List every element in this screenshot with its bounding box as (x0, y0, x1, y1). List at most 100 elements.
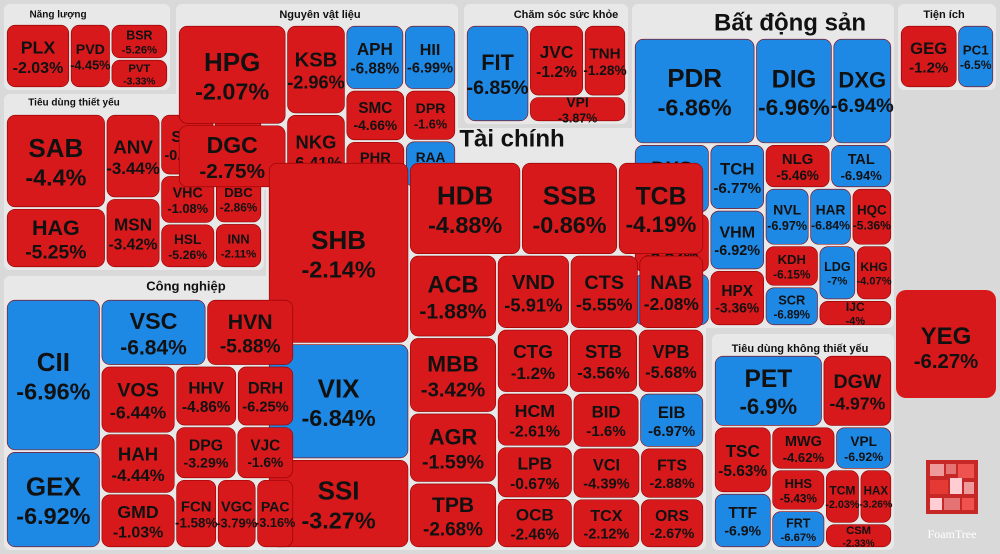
stock-cell-shape[interactable] (765, 246, 818, 286)
stock-cell-pac[interactable]: PAC-3.16% (255, 479, 295, 548)
stock-cell-dpr[interactable]: DPR-1.6% (405, 90, 456, 140)
stock-cell-tsc[interactable]: TSC -5.63% (714, 427, 771, 493)
stock-cell-shape[interactable] (641, 499, 704, 548)
stock-cell-shape[interactable] (268, 162, 409, 343)
stock-cell-shape[interactable] (410, 338, 497, 412)
stock-cell-ksb[interactable]: KSB-2.96% (287, 25, 345, 114)
stock-cell-vix[interactable]: VIX-6.84% (268, 344, 409, 459)
stock-cell-shape[interactable] (497, 255, 569, 328)
stock-cell-eib[interactable]: EIB -6.97% (640, 393, 704, 447)
stock-cell-shape[interactable] (618, 162, 704, 255)
stock-cell-mwg[interactable]: MWG-4.62% (772, 427, 835, 469)
stock-cell-hvn[interactable]: HVN -5.88% (207, 299, 294, 365)
stock-cell-aph[interactable]: APH -6.88% (346, 25, 404, 89)
stock-cell-plx[interactable]: PLX -2.03% (6, 24, 70, 88)
stock-cell-tcm[interactable]: TCM-2.03% (825, 470, 860, 523)
stock-cell-vhm[interactable]: VHM-6.92% (710, 210, 764, 270)
stock-cell-shape[interactable] (176, 366, 237, 426)
stock-cell-shape[interactable] (772, 511, 825, 548)
stock-cell-har[interactable]: HAR-6.84% (810, 188, 851, 245)
stock-cell-shape[interactable] (772, 427, 835, 469)
stock-cell-shape[interactable] (410, 413, 497, 482)
stock-cell-nlg[interactable]: NLG-5.46% (765, 144, 830, 188)
stock-cell-shape[interactable] (111, 59, 168, 88)
stock-cell-shape[interactable] (522, 162, 618, 255)
stock-cell-vnd[interactable]: VND-5.91% (497, 255, 569, 328)
stock-cell-shape[interactable] (237, 427, 294, 479)
stock-cell-tpb[interactable]: TPB-2.68% (410, 483, 497, 548)
stock-cell-shape[interactable] (70, 24, 110, 88)
stock-cell-vpi[interactable]: VPI-3.87% (530, 94, 626, 125)
stock-cell-shape[interactable] (346, 90, 405, 141)
stock-cell-shape[interactable] (573, 393, 639, 447)
stock-cell-shape[interactable] (106, 199, 160, 268)
stock-cell-tch[interactable]: TCH -6.77% (710, 144, 764, 209)
stock-cell-ocb[interactable]: OCB -2.46% (497, 499, 572, 548)
stock-cell-csm[interactable]: CSM-2.33% (826, 524, 892, 550)
stock-cell-bsr[interactable]: BSR-5.26% (111, 24, 168, 59)
stock-cell-vpl[interactable]: VPL-6.92% (836, 427, 892, 469)
stock-cell-agr[interactable]: AGR-1.59% (410, 413, 497, 482)
stock-cell-shape[interactable] (710, 271, 764, 326)
stock-cell-frt[interactable]: FRT -6.67% (772, 511, 825, 548)
stock-cell-shape[interactable] (106, 114, 160, 198)
stock-cell-vgc[interactable]: VGC-3.79% (216, 479, 258, 548)
stock-cell-scr[interactable]: SCR -6.89% (765, 287, 818, 326)
stock-cell-kdh[interactable]: KDH-6.15% (765, 246, 818, 286)
stock-cell-dbc[interactable]: DBC-2.86% (215, 176, 262, 223)
stock-cell-vci[interactable]: VCI -4.39% (573, 448, 640, 498)
stock-cell-shape[interactable] (404, 25, 456, 89)
stock-cell-shape[interactable] (765, 287, 818, 326)
stock-cell-shape[interactable] (569, 329, 638, 392)
stock-cell-pvd[interactable]: PVD-4.45% (70, 24, 111, 88)
stock-cell-cii[interactable]: CII-6.96% (6, 299, 100, 451)
stock-cell-shape[interactable] (405, 90, 456, 140)
stock-cell-smc[interactable]: SMC-4.66% (346, 90, 405, 141)
stock-cell-shape[interactable] (772, 470, 825, 510)
stock-cell-pvt[interactable]: PVT-3.33% (111, 59, 168, 88)
stock-cell-anv[interactable]: ANV -3.44% (106, 114, 160, 198)
stock-cell-shape[interactable] (287, 25, 345, 114)
stock-cell-gex[interactable]: GEX-6.92% (6, 451, 100, 548)
stock-cell-vjc[interactable]: VJC-1.6% (237, 427, 294, 479)
stock-cell-tcb[interactable]: TCB-4.19% (618, 162, 704, 255)
stock-cell-sab[interactable]: SAB-4.4% (6, 114, 105, 208)
stock-cell-shape[interactable] (714, 427, 771, 493)
stock-cell-shape[interactable] (819, 246, 856, 300)
stock-cell-acb[interactable]: ACB-1.88% (410, 255, 497, 337)
stock-cell-nvl[interactable]: NVL-6.97% (765, 188, 809, 245)
stock-cell-drh[interactable]: DRH -6.25% (237, 366, 294, 426)
stock-cell-gmd[interactable]: GMD -1.03% (101, 494, 175, 548)
stock-cell-shape[interactable] (176, 479, 217, 548)
stock-cell-shape[interactable] (756, 38, 832, 144)
stock-cell-khg[interactable]: KHG-4.07% (856, 246, 892, 300)
stock-cell-dxg[interactable]: DXG-6.94% (831, 38, 894, 144)
stock-cell-cts[interactable]: CTS-5.55% (570, 255, 638, 328)
stock-cell-shape[interactable] (410, 162, 521, 255)
stock-cell-shape[interactable] (6, 451, 100, 548)
stock-cell-shape[interactable] (826, 470, 859, 523)
stock-cell-shape[interactable] (638, 329, 704, 392)
stock-cell-fit[interactable]: FIT-6.85% (467, 25, 529, 122)
stock-cell-ssi[interactable]: SSI-3.27% (268, 460, 409, 548)
stock-cell-shape[interactable] (639, 255, 704, 328)
stock-cell-hhs[interactable]: HHS-5.43% (772, 470, 825, 510)
stock-cell-shape[interactable] (530, 25, 584, 96)
stock-cell-shape[interactable] (530, 97, 626, 122)
stock-cell-vpb[interactable]: VPB -5.68% (638, 329, 704, 392)
stock-cell-shape[interactable] (497, 393, 572, 446)
stock-cell-hii[interactable]: HII -6.99% (404, 25, 456, 89)
stock-cell-shape[interactable] (497, 447, 572, 498)
stock-cell-shape[interactable] (831, 144, 892, 188)
stock-cell-shape[interactable] (178, 125, 286, 188)
stock-cell-nab[interactable]: NAB-2.08% (639, 255, 704, 328)
stock-cell-dgw[interactable]: DGW-4.97% (823, 355, 892, 426)
stock-cell-msn[interactable]: MSN-3.42% (106, 199, 160, 268)
stock-cell-hqc[interactable]: HQC-5.36% (852, 188, 891, 245)
stock-cell-shape[interactable] (207, 299, 294, 365)
stock-cell-jvc[interactable]: JVC -1.2% (530, 25, 584, 96)
stock-cell-shape[interactable] (497, 329, 569, 392)
stock-cell-hdb[interactable]: HDB-4.88% (410, 162, 521, 255)
stock-cell-shape[interactable] (900, 25, 957, 88)
stock-cell-shape[interactable] (410, 255, 497, 337)
